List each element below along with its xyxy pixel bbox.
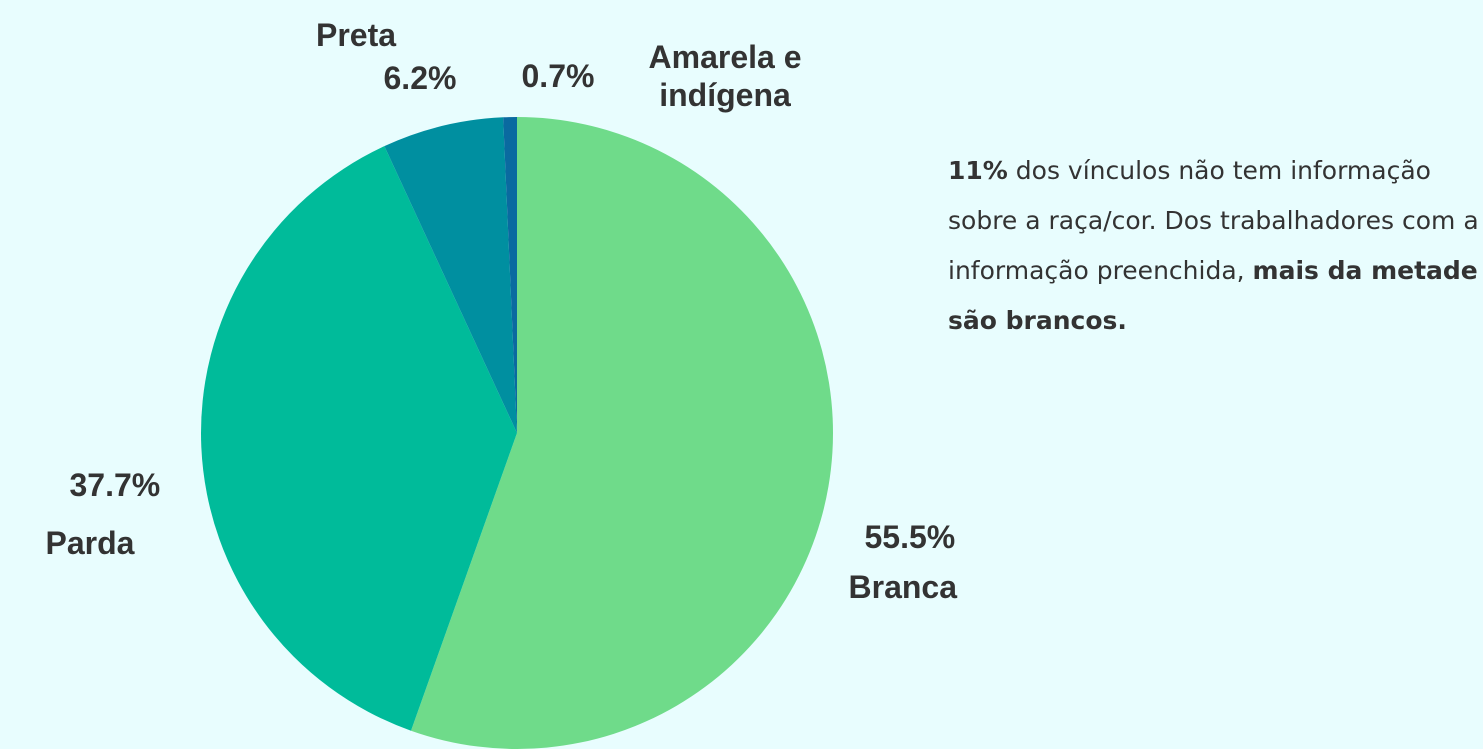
annotation-text: 11% (948, 156, 1008, 185)
annotation-text: dos vínculos não tem informação sobre a … (948, 156, 1479, 285)
annotation: 11% dos vínculos não tem informação sobr… (948, 146, 1483, 346)
category-label: Branca (848, 569, 958, 605)
category-label: Parda (45, 525, 135, 561)
value-label: 0.7% (521, 58, 595, 94)
category-label: Amarela e indígena (648, 39, 802, 113)
pie-slice (503, 117, 517, 433)
pie-slice (410, 117, 833, 749)
annotation-text: mais da metade são brancos. (948, 256, 1478, 335)
value-label: 55.5% (864, 519, 956, 555)
value-label: 37.7% (69, 467, 161, 503)
category-label: Preta (316, 17, 397, 53)
pie-slice (384, 117, 517, 433)
pie-slice (200, 146, 517, 731)
value-label: 6.2% (383, 60, 457, 96)
